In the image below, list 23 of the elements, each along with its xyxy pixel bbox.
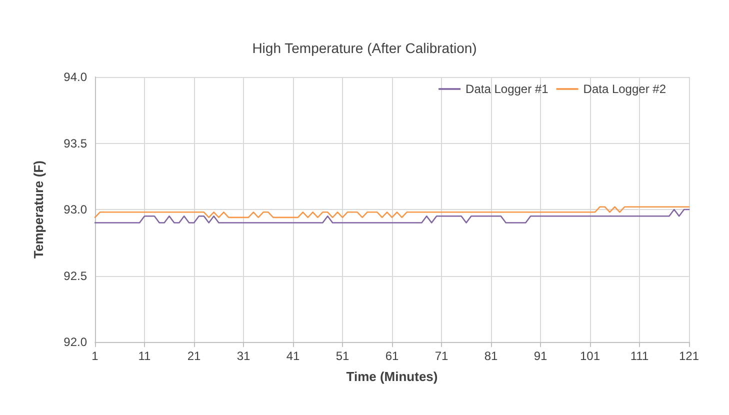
x-tick-label: 111 — [630, 349, 649, 363]
x-tick-label: 91 — [534, 349, 548, 363]
x-tick-label: 61 — [385, 349, 399, 363]
legend-label: Data Logger #1 — [466, 82, 549, 96]
x-tick-label: 81 — [484, 349, 498, 363]
x-tick-label: 41 — [286, 349, 300, 363]
x-tick-label: 121 — [678, 349, 700, 363]
legend-label: Data Logger #2 — [583, 82, 666, 96]
x-axis-title: Time (Minutes) — [346, 369, 438, 384]
y-tick-label: 92.5 — [64, 268, 88, 283]
x-tick-label: 101 — [580, 349, 600, 363]
y-tick-label: 93.5 — [64, 136, 88, 150]
y-tick-label: 92.0 — [64, 335, 88, 349]
x-tick-label: 21 — [187, 349, 201, 363]
x-tick-label: 51 — [336, 349, 350, 363]
x-tick-label: 71 — [434, 349, 448, 363]
y-tick-label: 94.0 — [64, 70, 88, 84]
y-axis-title: Temperature (F) — [31, 160, 46, 258]
x-tick-label: 1 — [92, 349, 99, 363]
y-tick-label: 93.0 — [64, 202, 88, 216]
x-tick-label: 31 — [236, 349, 250, 363]
x-tick-label: 11 — [138, 349, 152, 363]
chart-title: High Temperature (After Calibration) — [252, 40, 477, 56]
